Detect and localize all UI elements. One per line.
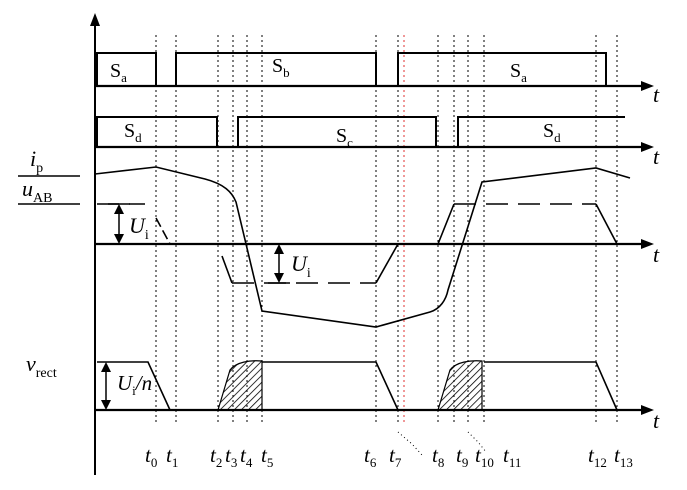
- label-ip: ip: [30, 146, 43, 176]
- tick-t13: t13: [614, 443, 633, 470]
- leader-t10: [467, 431, 487, 453]
- uab-waveform: [97, 203, 618, 284]
- pulse-sd-2: [457, 116, 625, 147]
- tick-t0: t0: [145, 443, 157, 470]
- vrect-dimension-arrows: [101, 362, 111, 410]
- t-label-row2: t: [653, 144, 660, 169]
- label-ui-neg: Ui: [291, 251, 311, 281]
- tick-t7: t7: [389, 443, 402, 470]
- vertical-axis-arrow: [90, 13, 100, 26]
- time-axis-arrows: [641, 81, 654, 415]
- label-vrect-amplitude: Ui/n: [117, 371, 152, 398]
- arrow-row2: [641, 142, 654, 152]
- tick-t10: t10: [475, 443, 494, 470]
- time-markers: [155, 35, 618, 425]
- t-label-row3: t: [653, 242, 660, 267]
- label-uab: uAB: [22, 176, 52, 206]
- t-label-row1: t: [653, 82, 660, 107]
- tick-t11: t11: [503, 443, 521, 470]
- ip-waveform: [94, 166, 631, 328]
- tick-t1: t1: [166, 443, 178, 470]
- arrow-row1: [641, 81, 654, 91]
- ui-dimension-arrows: [114, 204, 124, 244]
- label-vrect: vrect: [26, 351, 57, 381]
- arrow-row3: [641, 239, 654, 249]
- pulse-sa-1: [96, 52, 157, 86]
- hatched-region-2: [437, 360, 483, 411]
- gate-row1: [96, 52, 607, 86]
- time-axes: [95, 84, 645, 412]
- tick-t5: t5: [261, 443, 273, 470]
- pulse-sd-1: [96, 116, 218, 147]
- time-tick-labels: t0 t1 t2 t3 t4 t5 t6 t7 t8 t9 t10 t11 t1…: [145, 443, 633, 470]
- tick-t4: t4: [240, 443, 253, 470]
- tick-t3: t3: [225, 443, 237, 470]
- t-label-row4: t: [653, 408, 660, 433]
- arrow-row4: [641, 405, 654, 415]
- tick-t12: t12: [588, 443, 607, 470]
- ui-neg-dimension-arrows: [274, 244, 284, 283]
- pulse-sc: [237, 116, 437, 147]
- tick-t6: t6: [364, 443, 377, 470]
- label-sd-1: Sd: [124, 120, 142, 145]
- label-sc: Sc: [336, 125, 353, 150]
- tick-t2: t2: [210, 443, 222, 470]
- leader-t7: [397, 431, 423, 456]
- pulse-sa-2: [397, 52, 607, 86]
- tick-t8: t8: [432, 443, 444, 470]
- label-sb: Sb: [272, 55, 290, 80]
- label-sd-2: Sd: [543, 120, 561, 145]
- vrect-waveform: [97, 361, 618, 411]
- hatched-region-1: [217, 360, 263, 411]
- gate-row2: [96, 116, 625, 147]
- pulse-sb: [175, 52, 377, 86]
- label-sa-1: Sa: [110, 60, 127, 85]
- label-ui: Ui: [129, 213, 149, 243]
- tick-t9: t9: [456, 443, 468, 470]
- label-sa-2: Sa: [510, 60, 527, 85]
